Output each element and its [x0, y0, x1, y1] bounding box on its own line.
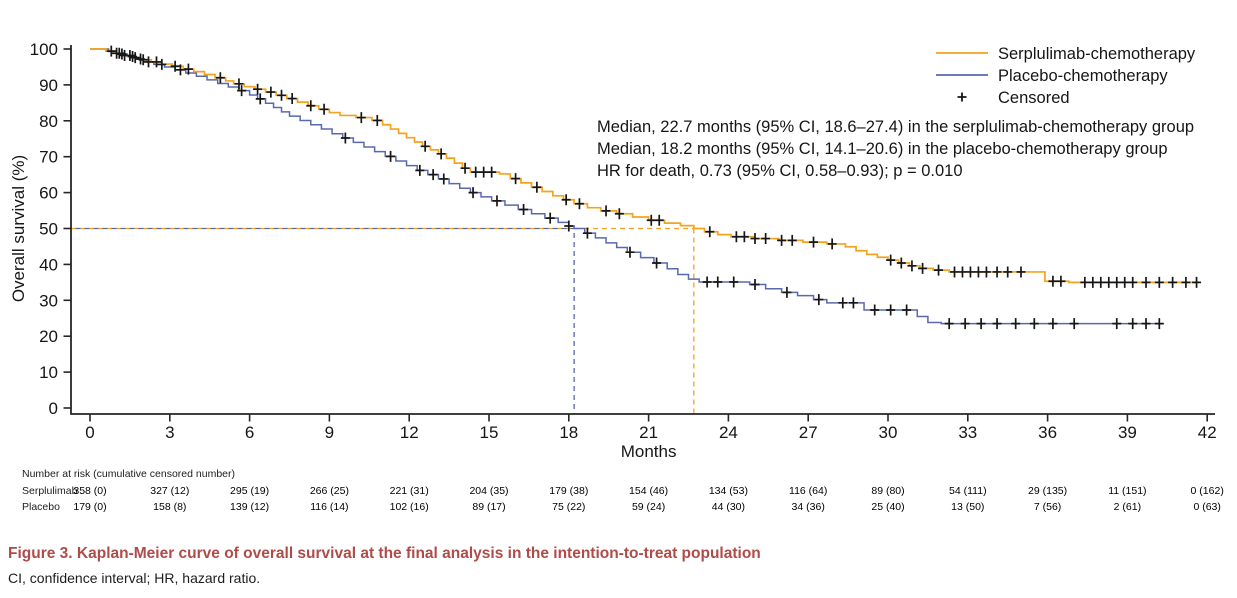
serplulimab-censor-marks: [106, 45, 1202, 288]
x-tick-label: 15: [480, 423, 499, 442]
x-tick-label: 0: [85, 423, 94, 442]
risk-row-label-serplulimab: Serplulimab: [22, 485, 78, 497]
km-chart: 0 3 6 9 12 15 18 21 24 27 30 33 36 39 4201020304050607…: [9, 40, 1217, 460]
risk-cell: 75 (22): [552, 501, 586, 513]
x-tick-label: 27: [799, 423, 818, 442]
legend: Serplulimab-chemotherapy Placebo-chemothe…: [936, 45, 1196, 107]
annotation-line: Median, 18.2 months (95% CI, 14.1–20.6) …: [597, 140, 1168, 158]
axes: 0 3 6 9 12 15 18 21 24 27 30 33 36 39 4201020304050607…: [9, 40, 1217, 460]
risk-cell: 102 (16): [389, 501, 429, 513]
risk-cell: 59 (24): [631, 501, 666, 513]
risk-cell: 29 (135): [1028, 485, 1068, 497]
risk-cell: 116 (14): [310, 501, 349, 513]
risk-cell: 154 (46): [629, 485, 669, 497]
risk-cell: 116 (64): [789, 485, 828, 497]
risk-cell: 89 (80): [871, 485, 905, 497]
placebo-median-dashed-line: [71, 227, 575, 414]
x-tick-label: 12: [400, 423, 419, 442]
y-tick-label: 90: [39, 76, 58, 95]
y-tick-label: 10: [39, 363, 58, 382]
risk-table-header: Number at risk (cumulative censored numb…: [22, 468, 235, 480]
risk-cell: 266 (25): [309, 485, 349, 497]
legend-label: Censored: [998, 89, 1070, 107]
y-tick-label: 0: [49, 399, 58, 418]
annotation-line: HR for death, 0.73 (95% CI, 0.58–0.93); …: [597, 162, 963, 180]
risk-cell: 44 (30): [711, 501, 746, 513]
risk-cell: 13 (50): [951, 501, 985, 513]
axis-frame: [70, 45, 1215, 415]
risk-cell: 54 (111): [949, 485, 987, 497]
y-tick-label: 20: [39, 327, 58, 346]
placebo-curve: [90, 48, 1160, 325]
annotation-line: Median, 22.7 months (95% CI, 18.6–27.4) …: [597, 118, 1194, 136]
risk-cell: 2 (61): [1113, 501, 1142, 513]
x-tick-label: 9: [325, 423, 334, 442]
y-tick-label: 100: [30, 40, 58, 59]
x-tick-label: 42: [1198, 423, 1217, 442]
median-annotation-text: Median, 22.7 months (95% CI, 18.6–27.4) …: [597, 118, 1194, 180]
x-tick-label: 3: [165, 423, 174, 442]
risk-cell: 179 (38): [549, 485, 589, 497]
x-axis-label: Months: [621, 442, 677, 460]
risk-cell: 0 (63): [1193, 501, 1221, 513]
y-tick-label: 70: [39, 148, 58, 167]
risk-cell: 134 (53): [708, 485, 748, 497]
legend-label: Serplulimab-chemotherapy: [998, 45, 1196, 63]
legend-censored-plus-icon: [957, 92, 967, 102]
x-tick-label: 21: [639, 423, 658, 442]
x-tick-label: 33: [958, 423, 977, 442]
risk-cell: 179 (0): [73, 501, 107, 513]
y-axis-label: Overall survival (%): [9, 155, 28, 302]
x-tick-label: 30: [879, 423, 898, 442]
median-reference-lines: [71, 227, 695, 414]
x-tick-label: 39: [1118, 423, 1137, 442]
figure-caption-text: Kaplan-Meier curve of overall survival a…: [72, 545, 761, 562]
risk-cell: 358 (0): [73, 485, 107, 497]
risk-cell: 295 (19): [230, 485, 270, 497]
figure-caption-label: Figure 3.: [8, 545, 73, 562]
x-tick-label: 36: [1038, 423, 1057, 442]
risk-row-label-placebo: Placebo: [22, 501, 60, 513]
risk-cell: 221 (31): [389, 485, 429, 497]
risk-cell: 327 (12): [150, 485, 190, 497]
legend-label: Placebo-chemotherapy: [998, 67, 1168, 85]
y-tick-label: 50: [39, 220, 58, 239]
risk-cell: 25 (40): [871, 501, 905, 513]
y-tick-label: 30: [39, 291, 58, 310]
x-tick-label: 24: [719, 423, 738, 442]
y-tick-label: 60: [39, 184, 58, 203]
serplulimab-median-dashed-line: [71, 227, 695, 414]
risk-cell: 204 (35): [469, 485, 509, 497]
placebo-censor-marks: [117, 48, 1164, 330]
y-tick-label: 40: [39, 255, 58, 274]
figure-footnote: CI, confidence interval; HR, hazard rati…: [8, 570, 261, 586]
censor-marks: [106, 45, 1202, 330]
figure-caption: Figure 3. Kaplan-Meier curve of overall …: [8, 545, 761, 563]
y-tick-label: 80: [39, 112, 58, 131]
risk-cell: 89 (17): [472, 501, 506, 513]
risk-cell: 7 (56): [1033, 501, 1062, 513]
x-tick-label: 18: [559, 423, 578, 442]
risk-cell: 0 (162): [1190, 485, 1224, 497]
risk-cell: 158 (8): [153, 501, 187, 513]
risk-cell: 34 (36): [791, 501, 825, 513]
risk-cell: 11 (151): [1108, 485, 1147, 497]
risk-cell: 139 (12): [230, 501, 270, 513]
x-tick-label: 6: [245, 423, 254, 442]
